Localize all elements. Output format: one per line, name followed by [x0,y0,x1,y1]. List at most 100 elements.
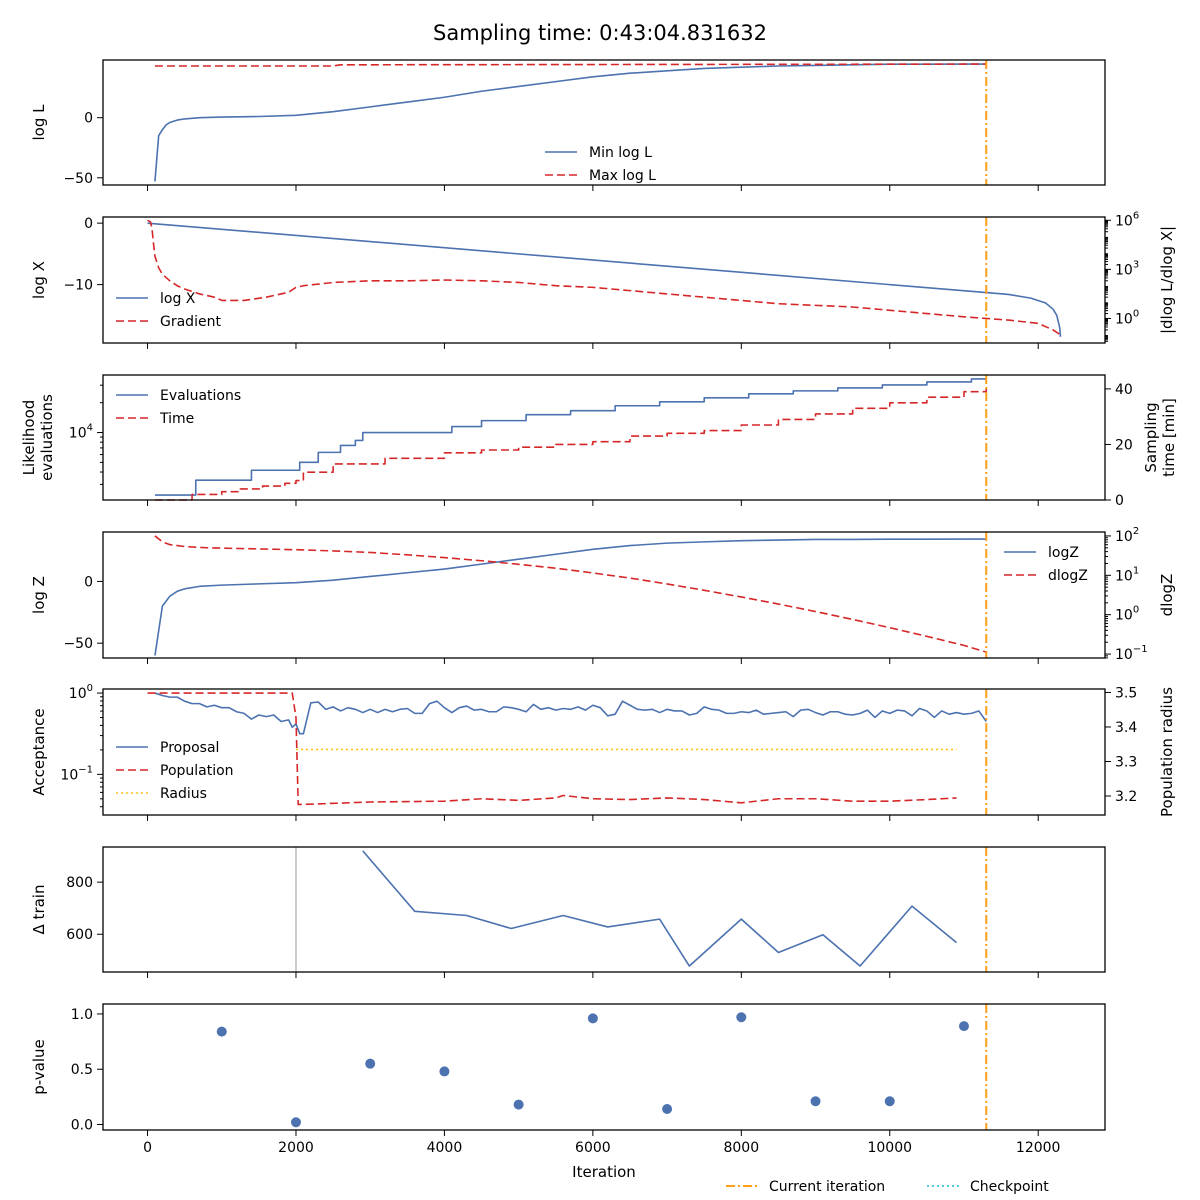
y2-axis-label-line2: time [min] [1160,398,1178,477]
legend-label: Current iteration [769,1179,885,1195]
legend-label: Proposal [160,740,219,756]
legend-label: log X [160,291,196,307]
scatter-point [662,1104,673,1114]
series-time-line [154,386,988,501]
y-tick-label: 100 [69,683,93,702]
legend-label: Population [160,763,234,779]
panel-legend: Proposal Population Radius [116,740,234,802]
series-max-log-l-line [154,63,987,67]
x-axis-label: Iteration [572,1163,636,1181]
y-tick-label: −10 [63,278,93,294]
scatter-point [736,1012,747,1023]
y-axis-label: log L [30,104,48,141]
plot-frame [102,216,1106,344]
series-log-x-line [147,222,1062,337]
y2-tick-label: 106 [1115,210,1139,229]
legend-label: Max log L [589,168,656,184]
x-tick-label: 10000 [867,1140,912,1156]
scatter-point [365,1058,376,1069]
y-axis-label: log Z [30,576,48,614]
legend-label: Time [159,411,194,427]
panel-legend: logZ dlogZ [1004,545,1088,584]
x-tick-label: 0 [143,1140,152,1156]
y-tick-label: 0 [84,574,93,590]
y2-tick-label: 40 [1115,382,1133,398]
series-gradient-line [147,219,1061,336]
series-min-log-l-line [154,63,987,182]
figure-legend: Current iteration Checkpoint [726,1179,1049,1195]
x-tick-label: 2000 [278,1140,314,1156]
plot-frame [102,846,1106,973]
legend-label: Min log L [589,145,652,161]
plot-frame [102,1003,1106,1131]
scatter-point [587,1013,598,1024]
panel-evals: 104 40 20 0 Likelihood evaluations Sampling tim… [20,374,1178,509]
y2-tick-label: 3.2 [1115,789,1137,805]
scatter-point [216,1026,227,1037]
y2-axis-label: Sampling [1142,402,1160,472]
y-tick-label: −50 [63,636,93,652]
legend-label: Evaluations [160,388,241,404]
figure-title: Sampling time: 0:43:04.831632 [433,21,767,45]
y-axis-label: log X [30,261,48,299]
y2-tick-label: 101 [1115,565,1139,584]
y-axis-label: Acceptance [30,708,48,795]
y-axis-label: Δ train [30,885,48,935]
panel-legend: Evaluations Time [116,388,241,427]
panel-logL: 0 −50 log L Min log L Max log L [30,59,1106,191]
scatter-point [513,1099,524,1110]
y-axis-label-line2: evaluations [38,394,56,481]
legend-label: Checkpoint [970,1179,1049,1195]
y-tick-label: 1.0 [71,1007,93,1023]
y-axis-label: Likelihood [20,400,38,476]
series-evaluations-line [154,377,988,496]
panels: 0 −50 log L Min log L Max log L 0 −10 106 103 100… [20,59,1178,1181]
scatter-point [439,1066,450,1077]
panel-logZ: 0 −50 102 101 100 10−1 log Z dlogZ logZ dlogZ [30,526,1176,664]
y2-tick-label: 100 [1115,605,1139,624]
y2-tick-label: 0 [1115,493,1124,509]
series-dlogz-line [154,535,987,653]
scatter-point [290,1117,301,1128]
y2-tick-label: 10−1 [1115,644,1148,663]
panel-accept: 100 10−1 3.5 3.4 3.3 3.2 Acceptance Population … [30,683,1176,821]
plot-frame [102,531,1106,659]
scatter-point [884,1096,895,1107]
scatter-point [810,1096,821,1107]
series-population-line [147,692,957,806]
legend-label: dlogZ [1048,568,1088,584]
panel-pvalue: 1.0 0.5 0.0 0 2000 4000 6000 8000 10000 12000 p-va… [30,1003,1106,1156]
y-tick-label: 0.0 [71,1117,93,1133]
y-axis-label: p-value [30,1039,48,1095]
y2-axis-label: |dlog L/dlog X| [1158,226,1176,334]
panel-legend: log X Gradient [116,291,221,330]
x-tick-label: 6000 [575,1140,611,1156]
legend-label: Radius [160,786,207,802]
x-tick-label: 8000 [723,1140,759,1156]
plot-frame [102,374,1106,501]
y-tick-label: 10−1 [60,764,93,783]
plot-frame [102,59,1106,186]
y-tick-label: 0 [84,216,93,232]
series-logz-line [154,538,987,656]
y-tick-label: 600 [66,927,93,943]
y2-axis-label: dlogZ [1158,574,1176,617]
panel-legend: Min log L Max log L [545,145,656,184]
y2-axis-label: Population radius [1158,687,1176,817]
y-tick-label: −50 [63,171,93,187]
panel-logX: 0 −10 106 103 100 log X |dlog L/dlog X| log X Gr… [30,210,1176,349]
plot-frame [102,688,1106,816]
x-tick-label: 12000 [1016,1140,1061,1156]
y2-tick-label: 102 [1115,526,1139,545]
series-proposal-line [154,692,987,735]
y2-tick-label: 3.3 [1115,754,1137,770]
panel-dtrain: 800 600 Δ train [30,846,1106,978]
scatter-point [958,1021,969,1032]
y2-tick-label: 3.5 [1115,685,1137,701]
y-tick-label: 0 [84,111,93,127]
y2-tick-label: 103 [1115,259,1139,278]
series-dtrain-line [362,850,958,967]
y-tick-label: 0.5 [71,1062,93,1078]
y2-tick-label: 100 [1115,308,1139,327]
